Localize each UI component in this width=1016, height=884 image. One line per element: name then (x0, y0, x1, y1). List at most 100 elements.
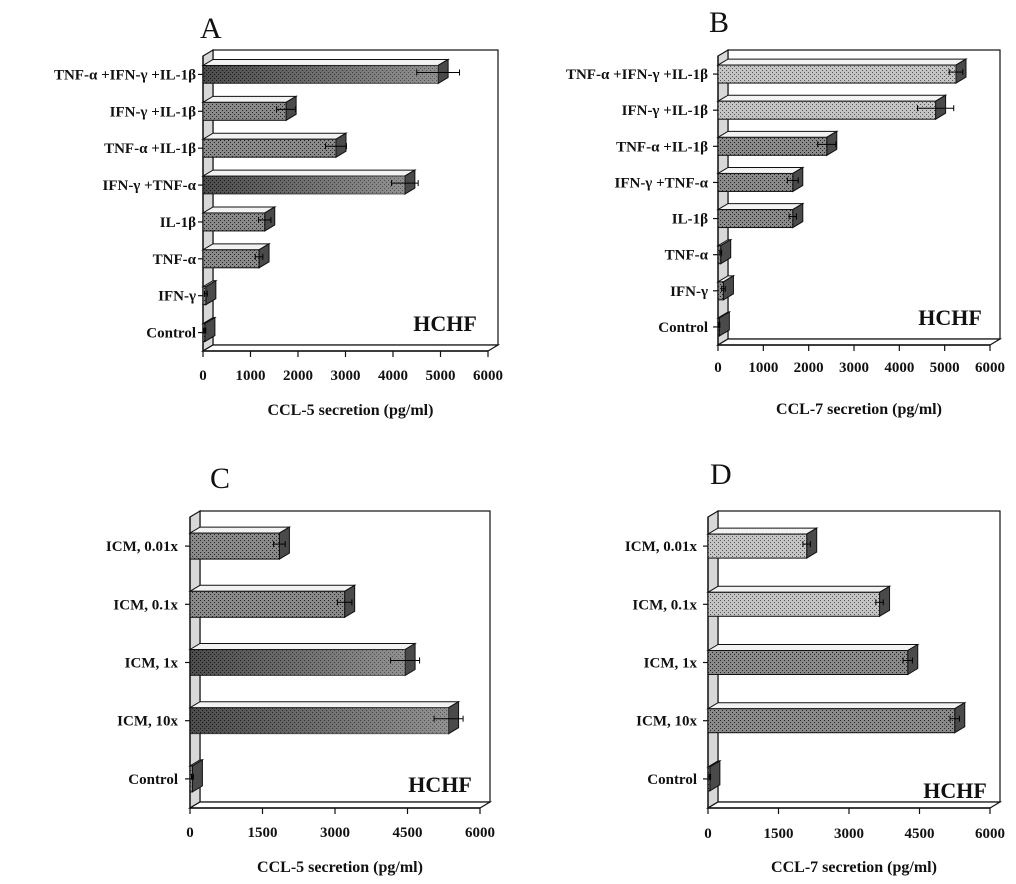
bar (202, 138, 337, 158)
bar-top-face (188, 643, 417, 650)
x-tick-label: 6000 (465, 825, 495, 841)
bar-end-face (344, 584, 356, 619)
bar-top-face (706, 644, 920, 651)
plot-floor (200, 344, 501, 352)
category-label: IFN-γ +TNF-α (614, 175, 708, 191)
category-label: TNF-α (153, 252, 197, 268)
category-label: ICM, 0.1x (113, 597, 178, 613)
bar-top-face (201, 243, 271, 251)
bar-group: TNF-α +IL-1β (616, 130, 839, 157)
x-tick-label: 3000 (834, 826, 864, 842)
x-tick-label: 4000 (378, 368, 408, 384)
bar (189, 532, 280, 560)
panel-letter: D (710, 458, 732, 491)
bar (189, 590, 346, 618)
bar-group: ICM, 0.1x (113, 584, 357, 619)
bar (202, 101, 287, 121)
bar (717, 136, 828, 156)
category-label: ICM, 10x (117, 714, 178, 730)
bar-end-face (191, 759, 203, 793)
bar-top-face (716, 203, 805, 211)
x-tick-label: 0 (199, 368, 207, 384)
bar-top-face (716, 130, 839, 138)
bar (202, 64, 439, 84)
cell-type-label: HCHF (923, 778, 987, 803)
bar-group: ICM, 1x (644, 643, 920, 676)
bar-group: TNF-α +IL-1β (104, 132, 348, 159)
bar (202, 249, 260, 269)
x-tick-label: 2000 (794, 360, 824, 376)
bar-group: ICM, 10x (636, 701, 967, 734)
bar (707, 591, 881, 617)
cell-type-label: HCHF (918, 305, 982, 330)
bar-group: IL-1β (672, 202, 805, 229)
bar (717, 281, 724, 301)
bar-group: IL-1β (160, 206, 277, 232)
plot-back-wall (212, 49, 499, 346)
bar-top-face (201, 206, 277, 214)
category-label: TNF-α +IL-1β (616, 139, 708, 155)
plot-side-wall (717, 48, 729, 347)
bar-top-face (706, 702, 967, 710)
bar (717, 172, 794, 192)
x-axis-title: CCL-7 secretion (pg/ml) (776, 401, 942, 418)
bar-top-face (706, 527, 819, 535)
bar-group: IFN-γ +TNF-α (102, 169, 419, 195)
category-label: IFN-γ +IL-1β (622, 103, 708, 119)
category-label: IFN-γ +TNF-α (102, 178, 196, 194)
panel-b: B 0 1000 2000 3000 4000 5000 6000 CCL-7 secretio… (566, 6, 1005, 418)
bar-group: TNF-α +IFN-γ +IL-1β (566, 58, 968, 84)
category-label: ICM, 0.01x (106, 539, 179, 555)
x-axis-title: CCL-5 secretion (pg/ml) (268, 402, 434, 419)
bar-group: IFN-γ (158, 279, 218, 306)
x-tick-label: 6000 (975, 360, 1005, 376)
bar-group: TNF-α +IFN-γ +IL-1β (54, 58, 460, 85)
plot-floor (187, 801, 493, 809)
bar (189, 649, 406, 676)
category-label: IFN-γ (158, 289, 196, 305)
bar (707, 708, 956, 734)
bar-top-face (716, 94, 948, 102)
panel-letter: C (210, 462, 230, 495)
panel-letter: A (200, 12, 222, 45)
bar-top-face (201, 95, 298, 103)
category-label: IL-1β (160, 215, 196, 231)
category-label: ICM, 1x (125, 656, 179, 672)
category-label: Control (146, 326, 196, 342)
bar (202, 175, 406, 195)
category-label: ICM, 10x (636, 714, 697, 730)
category-label: TNF-α +IFN-γ +IL-1β (566, 67, 708, 83)
panel-d: D 0 1500 3000 4500 6000 CCL-7 secretion (pg/ml… (625, 458, 1005, 876)
panel-c: C 0 1500 3000 4500 6000 CCL-5 secretion (pg/ml… (106, 462, 495, 876)
category-label: IFN-γ +IL-1β (110, 104, 196, 120)
x-tick-label: 4500 (393, 825, 423, 841)
x-tick-label: 3000 (320, 825, 350, 841)
category-label: IFN-γ (670, 284, 708, 300)
bar-top-face (201, 132, 348, 140)
x-axis-title: CCL-5 secretion (pg/ml) (257, 859, 423, 876)
x-tick-label: 0 (186, 825, 194, 841)
bar-top-face (188, 701, 461, 709)
x-tick-label: 6000 (473, 368, 503, 384)
bar-group: IFN-γ (670, 274, 736, 301)
bar-top-face (201, 58, 450, 66)
bar-group: Control (658, 311, 732, 337)
bar-group: Control (647, 760, 722, 792)
x-tick-label: 2000 (283, 368, 313, 384)
bar-top-face (716, 166, 805, 174)
bar-group: ICM, 1x (125, 642, 421, 677)
bar-group: TNF-α (153, 242, 271, 269)
x-tick-label: 1000 (748, 360, 778, 376)
panel-a: A 0 1000 2000 3000 4000 5000 6000 CCL-5 secretio… (54, 12, 503, 419)
bar-group: IFN-γ +TNF-α (614, 166, 805, 193)
bar (717, 64, 957, 84)
category-label: Control (658, 320, 708, 336)
x-tick-label: 4000 (884, 360, 914, 376)
panel-letter: B (709, 6, 729, 39)
category-label: TNF-α +IL-1β (104, 141, 196, 157)
bar-group: Control (146, 316, 217, 343)
plot-side-wall (202, 48, 214, 353)
bar-top-face (188, 526, 292, 534)
bar-end-face (448, 700, 460, 735)
